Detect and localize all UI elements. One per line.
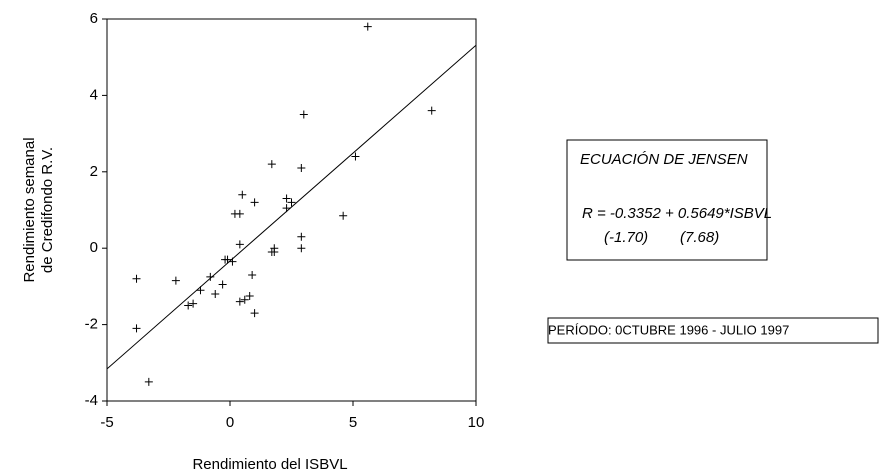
point	[132, 274, 141, 283]
y-tick-label: -2	[85, 316, 98, 333]
x-tick-label: 10	[468, 414, 485, 431]
x-tick-label: -5	[100, 414, 113, 431]
point	[228, 257, 237, 266]
y-tick-label: 6	[90, 10, 98, 27]
equation-box	[566, 139, 768, 261]
period: PERÍODO: 0CTUBRE 1996 - JULIO 1997	[548, 322, 789, 337]
x-axis-label: Rendimiento del ISBVL	[192, 456, 347, 473]
y-tick-label: -4	[85, 392, 98, 409]
point	[297, 163, 306, 172]
t-stat-slope: (7.68)	[680, 229, 719, 246]
point	[245, 291, 254, 300]
point	[299, 110, 308, 119]
period-box	[547, 317, 879, 344]
plot-frame	[106, 18, 477, 402]
point	[351, 152, 360, 161]
point	[287, 198, 296, 207]
x-tick-label: 5	[349, 414, 357, 431]
point	[250, 309, 259, 318]
point	[171, 276, 180, 285]
point	[339, 211, 348, 220]
regression-line	[107, 44, 476, 370]
point	[250, 198, 259, 207]
point	[240, 295, 249, 304]
point	[235, 209, 244, 218]
point	[248, 270, 257, 279]
point	[427, 106, 436, 115]
point	[235, 240, 244, 249]
point	[189, 299, 198, 308]
equation: R = -0.3352 + 0.5649*ISBVL	[582, 205, 772, 222]
point	[282, 194, 291, 203]
y-tick-label: 0	[90, 239, 98, 256]
point	[223, 255, 232, 264]
point	[196, 286, 205, 295]
point	[132, 324, 141, 333]
point	[211, 290, 220, 299]
point	[363, 22, 372, 31]
point	[144, 377, 153, 386]
point	[206, 272, 215, 281]
point	[297, 232, 306, 241]
x-tick-label: 0	[226, 414, 234, 431]
y-axis-label: de Credifondo R.V.	[39, 147, 56, 273]
equation-title: ECUACIÓN DE JENSEN	[580, 151, 748, 168]
point	[238, 190, 247, 199]
t-stat-intercept: (-1.70)	[604, 229, 648, 246]
y-tick-label: 2	[90, 163, 98, 180]
y-axis-label: Rendimiento semanal	[21, 137, 38, 282]
point	[218, 280, 227, 289]
point	[282, 204, 291, 213]
point	[235, 297, 244, 306]
point	[267, 160, 276, 169]
y-tick-label: 4	[90, 86, 98, 103]
point	[184, 301, 193, 310]
point	[297, 244, 306, 253]
point	[267, 248, 276, 257]
